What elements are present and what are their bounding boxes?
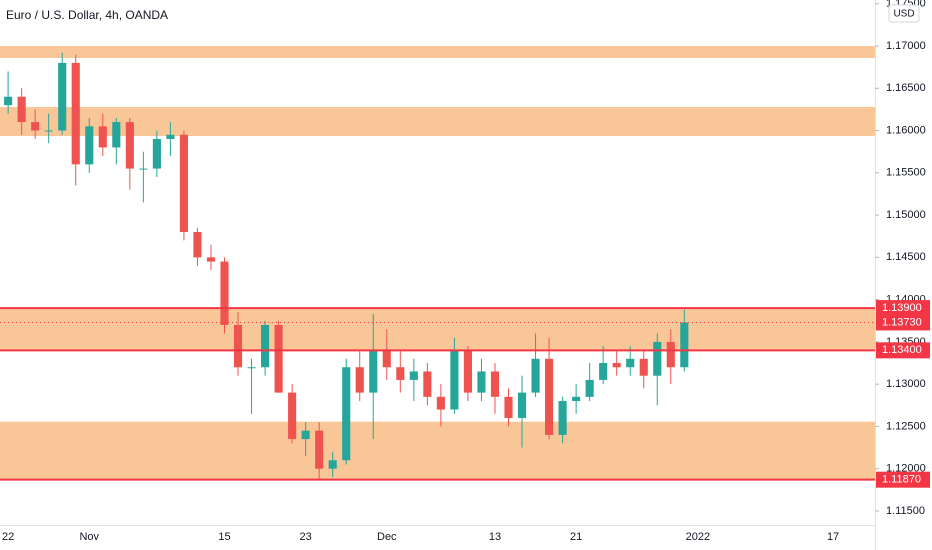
candle-body — [409, 371, 418, 380]
candle-body — [626, 358, 635, 368]
candle-body — [71, 62, 80, 165]
y-tick-label: 1.12500 — [886, 420, 926, 432]
candle-body — [31, 122, 40, 131]
candle-body — [572, 396, 581, 402]
y-tick-label: 1.12000 — [886, 463, 926, 475]
candle-body — [639, 358, 648, 376]
last-price-line-tag — [876, 314, 930, 331]
candle-body — [315, 430, 324, 469]
candle-body — [85, 126, 94, 165]
y-tick-label: 1.15500 — [886, 167, 926, 179]
candle-body — [612, 363, 621, 368]
last-price-line-label: 1.13730 — [882, 316, 922, 328]
candle-body — [382, 350, 391, 368]
y-tick-label: 1.11500 — [886, 505, 925, 517]
plot-area — [0, 45, 875, 481]
x-tick-label: 13 — [489, 531, 501, 543]
x-tick-label: 15 — [218, 531, 230, 543]
y-tick-label: 1.17000 — [886, 40, 926, 52]
x-tick-label: Dec — [377, 531, 397, 543]
chart-title: Euro / U.S. Dollar, 4h, OANDA — [6, 8, 168, 22]
currency-box — [888, 4, 920, 23]
candle-body — [139, 168, 148, 170]
candle-body — [58, 62, 67, 131]
price-line-tag — [876, 342, 930, 359]
candle-body — [17, 96, 26, 123]
candle-body — [125, 122, 134, 169]
candle-body — [477, 371, 486, 393]
candle-body — [517, 392, 527, 418]
candle-body — [4, 96, 13, 106]
candle-body — [423, 371, 432, 397]
candle-body — [233, 324, 243, 368]
candle-body — [112, 122, 121, 148]
candle-body — [436, 396, 445, 410]
zone — [0, 107, 875, 137]
x-tick-label: 23 — [300, 531, 312, 543]
candle-body — [288, 392, 297, 440]
candle-body — [599, 363, 608, 380]
price-line-label: 1.11870 — [882, 474, 921, 486]
price-line-label: 1.13900 — [882, 302, 922, 314]
candle-body — [301, 430, 310, 440]
candle-body — [152, 138, 161, 169]
candle-body — [342, 367, 351, 461]
y-tick-label: 1.16000 — [886, 124, 926, 136]
candle-body — [166, 134, 175, 139]
y-tick-label: 1.13000 — [886, 378, 926, 390]
y-tick-label: 1.14500 — [886, 251, 926, 263]
candle-body — [98, 126, 107, 148]
x-tick-label: 21 — [570, 531, 582, 543]
candle-body — [490, 371, 500, 397]
candle-body — [666, 341, 675, 368]
candle-body — [680, 322, 689, 368]
candle-body — [369, 350, 378, 393]
zone — [0, 308, 875, 351]
price-line-label: 1.13400 — [882, 344, 922, 356]
candle-body — [463, 350, 472, 393]
candle-body — [247, 367, 256, 369]
price-line-tag — [876, 471, 930, 488]
x-tick-label: 2022 — [686, 531, 710, 543]
x-tick-label: Nov — [79, 531, 99, 543]
candle-body — [261, 324, 270, 368]
candle-body — [206, 257, 216, 262]
candle-body — [396, 367, 405, 380]
candle-body — [558, 401, 567, 435]
candle-body — [193, 231, 202, 258]
x-tick-label: 17 — [827, 531, 839, 543]
zone — [0, 421, 875, 480]
candle-body — [328, 460, 337, 469]
candle-body — [504, 396, 513, 418]
candle-body — [585, 379, 594, 397]
candle-body — [545, 358, 554, 435]
y-tick-label: 1.16500 — [886, 82, 926, 94]
candle-body — [355, 367, 364, 393]
currency-label: USD — [893, 9, 914, 20]
zone — [0, 45, 875, 58]
candle-body — [44, 130, 53, 132]
candle-body — [531, 358, 540, 393]
price-line-tag — [876, 300, 930, 317]
x-tick-label: 22 — [2, 531, 14, 543]
y-tick-label: 1.15000 — [886, 209, 926, 221]
candle-body — [179, 134, 188, 232]
candle-body — [450, 350, 459, 410]
candle-body — [220, 261, 229, 325]
candle-body — [274, 324, 283, 393]
candle-body — [653, 341, 662, 376]
